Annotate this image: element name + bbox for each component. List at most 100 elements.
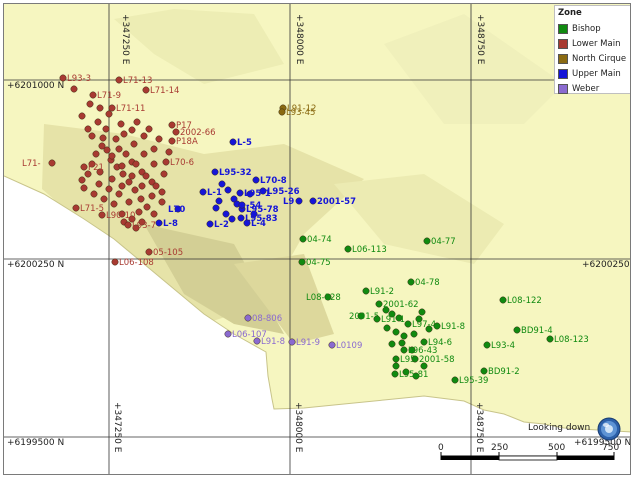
drillhole-collar[interactable]	[140, 150, 148, 158]
drillhole-collar[interactable]	[425, 325, 433, 333]
drillhole-collar[interactable]	[165, 148, 173, 156]
drillhole-collar[interactable]	[88, 160, 96, 168]
drillhole-collar[interactable]	[250, 210, 258, 218]
drillhole-collar[interactable]	[98, 211, 106, 219]
drillhole-collar[interactable]	[138, 218, 146, 226]
drillhole-collar[interactable]	[115, 145, 123, 153]
drillhole-collar[interactable]	[155, 219, 163, 227]
drillhole-collar[interactable]	[174, 205, 182, 213]
map-view[interactable]: +347250 E +348000 E +348750 E +347250 E …	[3, 3, 631, 475]
drillhole-collar[interactable]	[115, 190, 123, 198]
map-canvas[interactable]: +347250 E +348000 E +348750 E +347250 E …	[4, 4, 631, 475]
drillhole-collar[interactable]	[230, 195, 238, 203]
drillhole-collar[interactable]	[298, 258, 306, 266]
drillhole-collar[interactable]	[103, 146, 111, 154]
drillhole-collar[interactable]	[246, 190, 254, 198]
drillhole-collar[interactable]	[48, 159, 56, 167]
drillhole-collar[interactable]	[357, 312, 365, 320]
drillhole-collar[interactable]	[96, 168, 104, 176]
drillhole-collar[interactable]	[211, 168, 219, 176]
drillhole-collar[interactable]	[150, 210, 158, 218]
drillhole-collar[interactable]	[229, 138, 237, 146]
drillhole-collar[interactable]	[388, 340, 396, 348]
drillhole-collar[interactable]	[95, 180, 103, 188]
drillhole-collar[interactable]	[299, 235, 307, 243]
drillhole-collar[interactable]	[244, 314, 252, 322]
drillhole-collar[interactable]	[158, 198, 166, 206]
drillhole-collar[interactable]	[108, 152, 116, 160]
drillhole-collar[interactable]	[88, 132, 96, 140]
drillhole-collar[interactable]	[132, 224, 140, 232]
drillhole-collar[interactable]	[382, 306, 390, 314]
drillhole-collar[interactable]	[86, 100, 94, 108]
drillhole-collar[interactable]	[278, 108, 286, 116]
drillhole-collar[interactable]	[206, 220, 214, 228]
drillhole-collar[interactable]	[59, 74, 67, 82]
drillhole-collar[interactable]	[125, 178, 133, 186]
drillhole-collar[interactable]	[80, 184, 88, 192]
drillhole-collar[interactable]	[84, 125, 92, 133]
drillhole-collar[interactable]	[158, 188, 166, 196]
drillhole-collar[interactable]	[373, 315, 381, 323]
drillhole-collar[interactable]	[102, 125, 110, 133]
drillhole-collar[interactable]	[137, 195, 145, 203]
drillhole-collar[interactable]	[423, 237, 431, 245]
drillhole-collar[interactable]	[72, 204, 80, 212]
drillhole-collar[interactable]	[96, 104, 104, 112]
drillhole-collar[interactable]	[131, 186, 139, 194]
drillhole-collar[interactable]	[546, 335, 554, 343]
drillhole-collar[interactable]	[238, 201, 246, 209]
drillhole-collar[interactable]	[172, 128, 180, 136]
drillhole-collar[interactable]	[215, 197, 223, 205]
drillhole-collar[interactable]	[152, 182, 160, 190]
drillhole-collar[interactable]	[142, 86, 150, 94]
drillhole-collar[interactable]	[92, 150, 100, 158]
drillhole-collar[interactable]	[108, 175, 116, 183]
drillhole-collar[interactable]	[168, 121, 176, 129]
drillhole-collar[interactable]	[112, 135, 120, 143]
drillhole-collar[interactable]	[105, 110, 113, 118]
drillhole-collar[interactable]	[78, 112, 86, 120]
drillhole-collar[interactable]	[383, 324, 391, 332]
drillhole-collar[interactable]	[70, 85, 78, 93]
drillhole-collar[interactable]	[392, 362, 400, 370]
drillhole-collar[interactable]	[237, 214, 245, 222]
drillhole-collar[interactable]	[259, 187, 267, 195]
drillhole-collar[interactable]	[132, 160, 140, 168]
drillhole-collar[interactable]	[119, 170, 127, 178]
drillhole-collar[interactable]	[99, 134, 107, 142]
drillhole-collar[interactable]	[145, 248, 153, 256]
drillhole-collar[interactable]	[218, 180, 226, 188]
drillhole-collar[interactable]	[94, 118, 102, 126]
drillhole-collar[interactable]	[375, 300, 383, 308]
drillhole-collar[interactable]	[222, 210, 230, 218]
drillhole-collar[interactable]	[98, 142, 106, 150]
drillhole-collar[interactable]	[388, 310, 396, 318]
drillhole-collar[interactable]	[155, 135, 163, 143]
drillhole-collar[interactable]	[168, 137, 176, 145]
drillhole-collar[interactable]	[117, 120, 125, 128]
drillhole-collar[interactable]	[499, 296, 507, 304]
drillhole-collar[interactable]	[133, 118, 141, 126]
drillhole-collar[interactable]	[295, 197, 303, 205]
drillhole-collar[interactable]	[143, 203, 151, 211]
drillhole-collar[interactable]	[160, 170, 168, 178]
drillhole-collar[interactable]	[243, 219, 251, 227]
drillhole-collar[interactable]	[224, 330, 232, 338]
drillhole-collar[interactable]	[404, 320, 412, 328]
drillhole-collar[interactable]	[148, 192, 156, 200]
drillhole-collar[interactable]	[199, 188, 207, 196]
globe-icon[interactable]	[597, 417, 621, 441]
drillhole-collar[interactable]	[120, 130, 128, 138]
drillhole-collar[interactable]	[391, 370, 399, 378]
drillhole-collar[interactable]	[128, 126, 136, 134]
drillhole-collar[interactable]	[228, 215, 236, 223]
drillhole-collar[interactable]	[451, 376, 459, 384]
drillhole-collar[interactable]	[433, 322, 441, 330]
drillhole-collar[interactable]	[108, 104, 116, 112]
drillhole-collar[interactable]	[392, 328, 400, 336]
drillhole-collar[interactable]	[288, 338, 296, 346]
drillhole-collar[interactable]	[415, 315, 423, 323]
drillhole-collar[interactable]	[362, 287, 370, 295]
drillhole-collar[interactable]	[395, 314, 403, 322]
